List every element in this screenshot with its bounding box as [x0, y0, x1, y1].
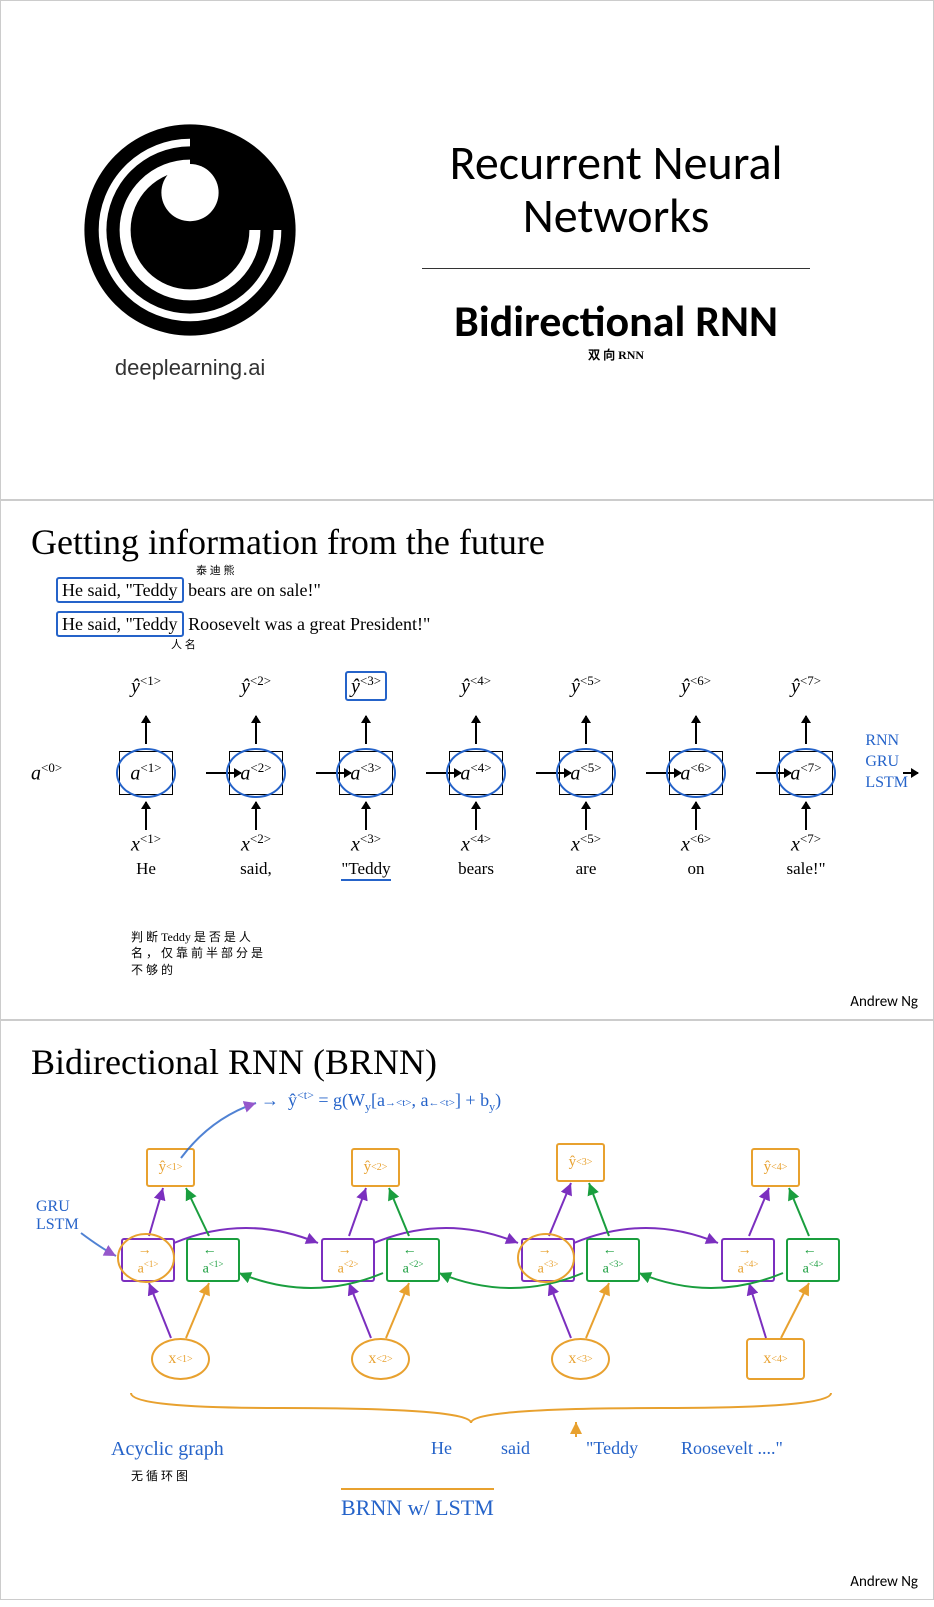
- word-row: He said, "Teddy bears are on sale!": [31, 859, 903, 879]
- word-7: sale!": [751, 859, 861, 879]
- side-note: RNN GRU LSTM: [865, 731, 908, 793]
- a-forward-2: →a<2>: [321, 1238, 375, 1282]
- divider: [422, 268, 810, 269]
- yhat-2: ŷ<2>: [201, 673, 311, 699]
- acyclic-label: Acyclic graph: [111, 1438, 224, 1461]
- example2-rest: Roosevelt was a great President!": [184, 614, 431, 634]
- x-1: x<1>: [151, 1338, 210, 1380]
- yhat-2: ŷ<2>: [351, 1148, 400, 1187]
- x-3: x<3>: [551, 1338, 610, 1380]
- brnn-formula: → ŷ<t> = g(Wy[a→<t>, a←<t>] + by): [261, 1088, 501, 1115]
- author-credit-3: Andrew Ng: [850, 1573, 918, 1591]
- x-2: x<2>: [351, 1338, 410, 1380]
- example2-highlighted: He said, "Teddy: [56, 611, 184, 637]
- bottom-word-4: Roosevelt ....": [681, 1438, 783, 1459]
- a-forward-3: →a<3>: [521, 1238, 575, 1282]
- word-2: said,: [201, 859, 311, 879]
- a-backward-2: ←a<2>: [386, 1238, 440, 1282]
- a-1: a<1>: [91, 751, 201, 795]
- a-backward-1: ←a<1>: [186, 1238, 240, 1282]
- word-4: bears: [421, 859, 531, 879]
- x-5: x<5>: [531, 831, 641, 857]
- lecture-title: Bidirectional RNN: [339, 294, 893, 348]
- word-1: He: [91, 859, 201, 879]
- a-6: a<6>: [641, 751, 751, 795]
- chinese-note: 判 断 Teddy 是 否 是 人 名 ， 仅 靠 前 半 部 分 是 不 够 …: [131, 929, 263, 979]
- slide3-heading: Bidirectional RNN (BRNN): [31, 1041, 903, 1083]
- course-title: Recurrent Neural Networks: [339, 137, 893, 243]
- x-6: x<6>: [641, 831, 751, 857]
- yhat-3: ŷ<3>: [556, 1143, 605, 1182]
- brand-text: deeplearning.ai: [41, 355, 339, 381]
- example-sentences: 泰 迪 熊 He said, "Teddy bears are on sale!…: [56, 573, 903, 641]
- hidden-row: a<0> a<1> a<2> a<3> a<4> a<5> a<6> a<7>: [31, 751, 903, 795]
- annotation-person-name: 人 名: [171, 635, 196, 656]
- word-6: on: [641, 859, 751, 879]
- bottom-word-3: "Teddy: [586, 1438, 638, 1459]
- word-3: "Teddy: [311, 859, 421, 879]
- a-backward-3: ←a<3>: [586, 1238, 640, 1282]
- rnn-diagram: ŷ<1> ŷ<2> ŷ<3> ŷ<4> ŷ<5> ŷ<6> ŷ<7> a<0> …: [31, 671, 903, 871]
- a-backward-4: ←a<4>: [786, 1238, 840, 1282]
- x-2: x<2>: [201, 831, 311, 857]
- title-slide: deeplearning.ai Recurrent Neural Network…: [0, 0, 934, 500]
- yhat-1: ŷ<1>: [91, 673, 201, 699]
- a-4: a<4>: [421, 751, 531, 795]
- output-row: ŷ<1> ŷ<2> ŷ<3> ŷ<4> ŷ<5> ŷ<6> ŷ<7>: [31, 671, 903, 701]
- x-7: x<7>: [751, 831, 861, 857]
- a-5: a<5>: [531, 751, 641, 795]
- brnn-diagram: → ŷ<t> = g(Wy[a→<t>, a←<t>] + by) GRULST…: [31, 1088, 901, 1548]
- annotation-teddy-bear: 泰 迪 熊: [196, 561, 235, 582]
- example-1: He said, "Teddy bears are on sale!": [56, 573, 903, 607]
- yhat-4: ŷ<4>: [751, 1148, 800, 1187]
- x-1: x<1>: [91, 831, 201, 857]
- yhat-4: ŷ<4>: [421, 673, 531, 699]
- x-3: x<3>: [311, 831, 421, 857]
- future-info-slide: Getting information from the future 泰 迪 …: [0, 500, 934, 1020]
- course-title-line1: Recurrent Neural: [450, 133, 783, 192]
- x-4: x<4>: [421, 831, 531, 857]
- a-3: a<3>: [311, 751, 421, 795]
- author-credit: Andrew Ng: [850, 993, 918, 1011]
- title-column: Recurrent Neural Networks Bidirectional …: [339, 137, 893, 363]
- a-2: a<2>: [201, 751, 311, 795]
- example1-highlighted: He said, "Teddy: [56, 577, 184, 603]
- yhat-3: ŷ<3>: [311, 671, 421, 701]
- yhat-5: ŷ<5>: [531, 673, 641, 699]
- input-row: x<1> x<2> x<3> x<4> x<5> x<6> x<7>: [31, 831, 903, 857]
- word-5: are: [531, 859, 641, 879]
- slide2-heading: Getting information from the future: [31, 521, 903, 563]
- brnn-slide: Bidirectional RNN (BRNN) → ŷ<t> = g(Wy[a…: [0, 1020, 934, 1600]
- yhat-7: ŷ<7>: [751, 673, 861, 699]
- yhat-1: ŷ<1>: [146, 1148, 195, 1187]
- brnn-lstm-note: BRNN w/ LSTM: [341, 1488, 494, 1521]
- x-4: x<4>: [746, 1338, 805, 1380]
- bottom-word-2: said: [501, 1438, 530, 1459]
- a-7: a<7>: [751, 751, 861, 795]
- deeplearning-logo: [80, 120, 300, 345]
- a-forward-1: →a<1>: [121, 1238, 175, 1282]
- course-title-line2: Networks: [523, 186, 710, 245]
- gru-lstm-note: GRULSTM: [36, 1198, 79, 1234]
- acyclic-cn: 无 循 环 图: [131, 1468, 188, 1485]
- a-forward-4: →a<4>: [721, 1238, 775, 1282]
- logo-column: deeplearning.ai: [41, 120, 339, 381]
- yhat-6: ŷ<6>: [641, 673, 751, 699]
- example1-rest: bears are on sale!": [184, 580, 321, 600]
- lecture-subtitle: 双 向 RNN: [339, 346, 893, 363]
- bottom-word-1: He: [431, 1438, 452, 1459]
- a0: a<0>: [31, 760, 91, 786]
